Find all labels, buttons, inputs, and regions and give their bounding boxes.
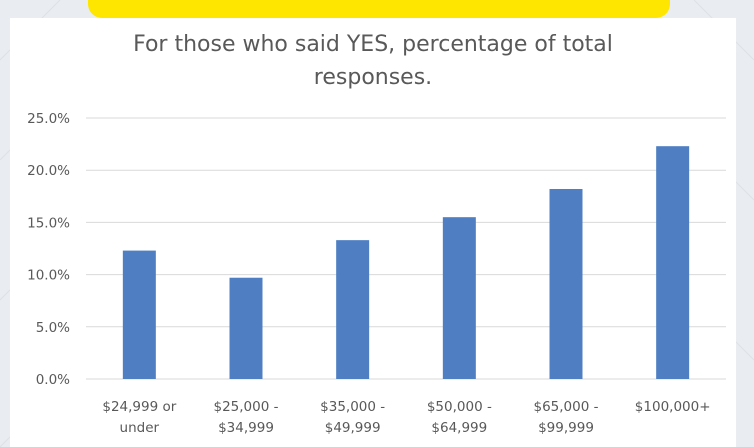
chart-title: For those who said YES, percentage of to…	[10, 28, 736, 94]
chart-title-line-2: responses.	[313, 65, 433, 90]
x-axis-ticks: $24,999 or under $25,000 -$34,999 $35,000 -…	[102, 399, 710, 436]
y-tick-label: 0.0%	[36, 372, 70, 388]
bar	[122, 250, 156, 379]
bars	[122, 146, 690, 379]
y-tick-label: 15.0%	[27, 215, 70, 231]
y-tick-label: 25.0%	[27, 111, 70, 127]
y-tick-label: 5.0%	[36, 320, 70, 336]
bar	[336, 240, 370, 379]
bar	[656, 146, 690, 379]
bar-chart: 0.0% 5.0% 10.0% 15.0% 20.0% 25.0% $24,999 or u…	[27, 111, 726, 436]
x-tick-label: $65,000 -$99,999	[534, 399, 599, 436]
y-tick-label: 20.0%	[27, 163, 70, 179]
x-tick-label: $24,999 or under	[102, 399, 176, 436]
chart-title-line-1: For those who said YES, percentage of to…	[133, 32, 613, 57]
bar	[442, 217, 476, 379]
y-axis-ticks: 0.0% 5.0% 10.0% 15.0% 20.0% 25.0%	[27, 111, 70, 388]
gridlines	[86, 117, 726, 380]
x-tick-label: $25,000 -$34,999	[214, 399, 279, 436]
x-tick-label: $35,000 -$49,999	[320, 399, 385, 436]
x-tick-label: $50,000 -$64,999	[427, 399, 492, 436]
yellow-banner	[88, 0, 670, 18]
bar	[549, 188, 583, 379]
x-tick-label: $100,000+	[635, 399, 711, 415]
y-tick-label: 10.0%	[27, 268, 70, 284]
chart-card: For those who said YES, percentage of to…	[10, 18, 736, 447]
bar	[229, 277, 263, 379]
